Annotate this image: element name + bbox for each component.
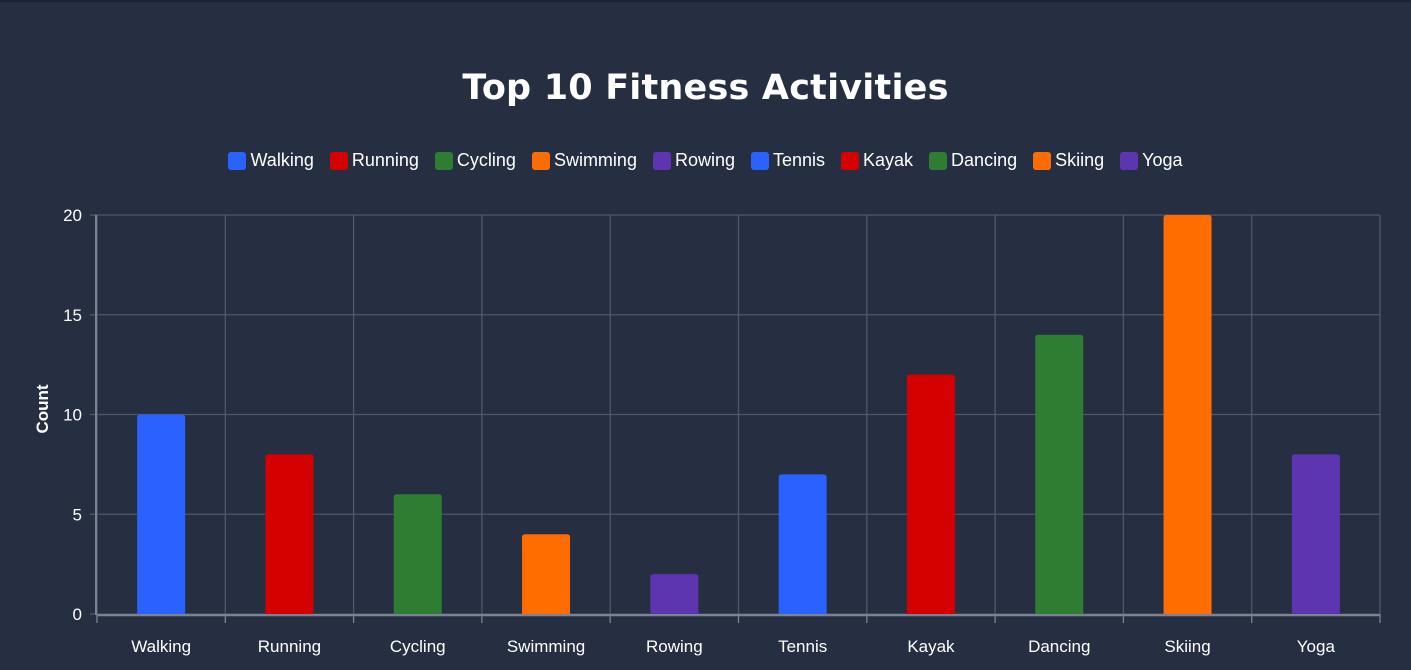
y-tick-label: 10 — [63, 406, 82, 425]
top-border — [0, 0, 1411, 2]
legend-label: Kayak — [863, 150, 914, 170]
legend-swatch — [434, 151, 453, 170]
legend-item-tennis[interactable]: Tennis — [750, 150, 826, 171]
bar-kayak[interactable] — [906, 374, 955, 614]
legend-label: Running — [351, 150, 419, 170]
bar-running[interactable] — [265, 454, 314, 614]
legend-swatch — [228, 151, 247, 170]
bar-swimming[interactable] — [522, 534, 571, 614]
legend-label: Dancing — [951, 150, 1018, 170]
legend-item-yoga[interactable]: Yoga — [1120, 150, 1183, 171]
legend-label: Rowing — [674, 150, 735, 170]
tick-labels: 0 5 10 15 20 Walking Running Cycling Swimming Row… — [63, 206, 1335, 656]
legend-swatch — [841, 151, 860, 170]
x-tick-label: Dancing — [1028, 637, 1090, 656]
y-axis-title: Count — [33, 384, 52, 433]
chart-legend: Walking Running Cycling Swimming Rowing Tenni… — [0, 150, 1411, 171]
x-tick-label: Skiing — [1164, 637, 1210, 656]
y-tick-label: 15 — [63, 306, 82, 325]
x-tick-label: Yoga — [1297, 637, 1336, 656]
x-tick-label: Rowing — [646, 637, 703, 656]
legend-item-kayak[interactable]: Kayak — [841, 150, 913, 171]
legend-item-dancing[interactable]: Dancing — [929, 150, 1017, 171]
bar-yoga[interactable] — [1291, 454, 1340, 614]
x-tick-label: Kayak — [907, 637, 955, 656]
legend-swatch — [750, 151, 769, 170]
bar-tennis[interactable] — [778, 474, 827, 614]
chart-title: Top 10 Fitness Activities — [462, 68, 949, 108]
legend-item-cycling[interactable]: Cycling — [434, 150, 516, 171]
axes — [90, 214, 1381, 623]
bars — [137, 215, 1340, 614]
legend-swatch — [652, 151, 671, 170]
x-tick-label: Tennis — [778, 637, 827, 656]
bar-dancing[interactable] — [1035, 334, 1084, 614]
legend-item-running[interactable]: Running — [329, 150, 419, 171]
bar-walking[interactable] — [137, 414, 186, 615]
y-tick-label: 0 — [73, 605, 82, 624]
legend-swatch — [531, 151, 550, 170]
y-tick-label: 5 — [73, 505, 82, 524]
legend-item-rowing[interactable]: Rowing — [652, 150, 735, 171]
legend-item-skiing[interactable]: Skiing — [1033, 150, 1104, 171]
legend-swatch — [1120, 151, 1139, 170]
bar-cycling[interactable] — [393, 494, 442, 614]
x-tick-label: Running — [258, 637, 321, 656]
x-tick-label: Swimming — [507, 637, 585, 656]
legend-item-swimming[interactable]: Swimming — [531, 150, 637, 171]
bar-rowing[interactable] — [650, 574, 699, 614]
legend-swatch — [929, 151, 948, 170]
x-tick-label: Walking — [131, 637, 191, 656]
y-tick-label: 20 — [63, 206, 82, 225]
legend-swatch — [1033, 151, 1052, 170]
legend-label: Cycling — [456, 150, 516, 170]
legend-swatch — [329, 151, 348, 170]
x-tick-label: Cycling — [390, 637, 446, 656]
legend-label: Swimming — [553, 150, 637, 170]
legend-label: Yoga — [1142, 150, 1183, 170]
legend-label: Skiing — [1055, 150, 1105, 170]
legend-label: Tennis — [772, 150, 826, 170]
bar-skiing[interactable] — [1163, 215, 1212, 614]
legend-item-walking[interactable]: Walking — [228, 150, 314, 171]
legend-label: Walking — [250, 150, 314, 170]
